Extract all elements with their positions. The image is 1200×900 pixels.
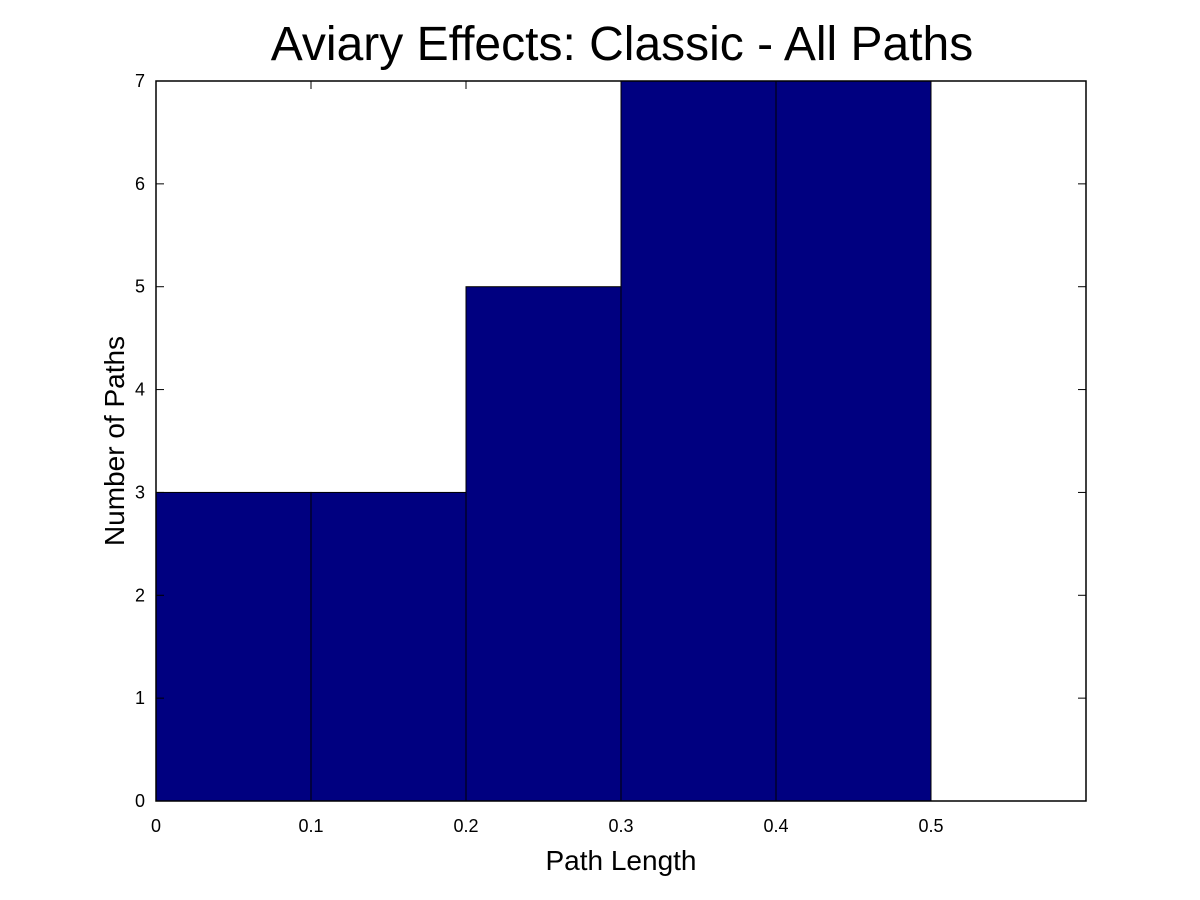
x-tick-label-3: 0.3	[608, 816, 633, 836]
x-tick-label-0: 0	[151, 816, 161, 836]
chart-title: Aviary Effects: Classic - All Paths	[271, 18, 973, 71]
y-tick-label-6: 6	[135, 174, 145, 194]
y-tick-label-3: 3	[135, 482, 145, 502]
y-tick-label-1: 1	[135, 688, 145, 708]
bars-group	[155, 80, 932, 802]
x-axis-label: Path Length	[545, 845, 696, 876]
histogram-bar-0	[155, 491, 312, 802]
y-tick-label-2: 2	[135, 585, 145, 605]
histogram-bar-2	[465, 286, 622, 802]
x-tick-label-5: 0.5	[918, 816, 943, 836]
y-axis-label: Number of Paths	[99, 336, 130, 546]
y-tick-label-5: 5	[135, 277, 145, 297]
histogram-bar-4	[775, 80, 932, 802]
y-tick-label-7: 7	[135, 71, 145, 91]
histogram-bar-1	[310, 491, 467, 802]
x-tick-label-4: 0.4	[763, 816, 788, 836]
y-tick-label-0: 0	[135, 791, 145, 811]
y-tick-label-4: 4	[135, 380, 145, 400]
histogram-bar-3	[620, 80, 777, 802]
x-tick-label-1: 0.1	[298, 816, 323, 836]
ticks-group: 0 0.1 0.2 0.3 0.4 0.5 0 1 2 3 4 5 6 7	[135, 71, 1086, 836]
x-tick-label-2: 0.2	[453, 816, 478, 836]
